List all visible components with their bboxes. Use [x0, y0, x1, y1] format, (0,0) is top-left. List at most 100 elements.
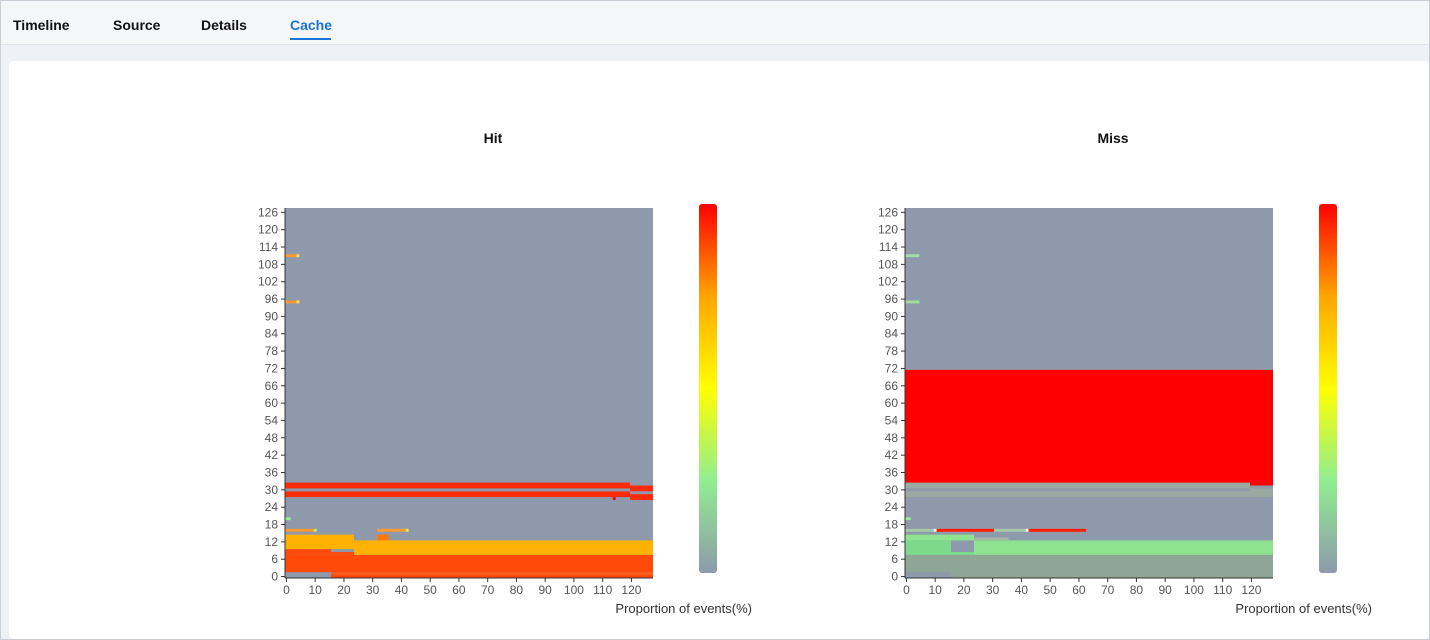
- hit-y-tick-label: 96: [265, 292, 279, 306]
- miss-x-tick-label: 100: [1184, 583, 1204, 597]
- miss-y-tick-label: 18: [885, 518, 899, 532]
- hit-heatmap-cell: [630, 485, 653, 492]
- hit-y-tick-label: 48: [265, 431, 279, 445]
- miss-y-tick-label: 60: [885, 396, 899, 410]
- tab-cache[interactable]: Cache: [290, 17, 333, 33]
- hit-heatmap-cell: [331, 572, 653, 576]
- miss-y-tick-label: 96: [885, 292, 899, 306]
- tab-bar: Timeline Source Details Cache: [1, 1, 1429, 45]
- miss-heatmap-cell: [1250, 369, 1273, 486]
- miss-y-tick-label: 120: [878, 223, 898, 237]
- miss-x-axis-label: Proportion of events(%): [1235, 601, 1372, 616]
- miss-heatmap-cell: [905, 534, 974, 541]
- hit-y-tick-label: 6: [271, 552, 278, 566]
- hit-heatmap-cell: [296, 300, 300, 304]
- hit-heatmap-cell: [285, 254, 297, 258]
- hit-x-tick-label: 20: [337, 583, 351, 597]
- miss-y-tick-label: 84: [885, 327, 899, 341]
- miss-heatmap-cell: [905, 254, 917, 258]
- hit-heatmap-cell: [285, 488, 630, 492]
- hit-x-axis-label: Proportion of events(%): [615, 601, 752, 616]
- hit-x-tick-label: 70: [481, 583, 495, 597]
- miss-heatmap-cell: [1025, 528, 1029, 532]
- miss-y-tick-label: 6: [891, 552, 898, 566]
- hit-plot-background: [285, 208, 653, 578]
- miss-heatmap-cell: [905, 572, 951, 578]
- hit-heatmap-cell: [285, 549, 331, 555]
- tab-timeline[interactable]: Timeline: [13, 17, 70, 33]
- miss-heatmap-cell: [974, 537, 1009, 541]
- hit-y-tick-label: 54: [265, 413, 279, 427]
- hit-x-tick-label: 60: [452, 583, 466, 597]
- hit-y-tick-label: 0: [271, 570, 278, 584]
- miss-x-tick-label: 50: [1044, 583, 1058, 597]
- miss-heatmap-cell: [951, 572, 1273, 578]
- miss-y-tick-label: 72: [885, 361, 899, 375]
- hit-y-tick-label: 78: [265, 344, 279, 358]
- hit-heatmap-cell: [331, 575, 653, 578]
- hit-heatmap-cell: [285, 540, 653, 550]
- hit-y-tick-label: 114: [259, 240, 278, 254]
- hit-x-tick-label: 40: [395, 583, 409, 597]
- hit-y-tick-label: 24: [265, 500, 279, 514]
- miss-y-tick-label: 66: [885, 379, 899, 393]
- hit-y-tick-label: 72: [265, 361, 279, 375]
- hit-heatmap-cell: [285, 491, 630, 498]
- miss-heatmap-cell: [905, 488, 1250, 492]
- miss-y-tick-label: 24: [885, 500, 899, 514]
- miss-y-tick-label: 36: [885, 465, 899, 479]
- hit-y-tick-label: 120: [258, 223, 278, 237]
- miss-visual-map-bar: [1319, 204, 1337, 573]
- miss-heatmap-cell: [916, 254, 920, 258]
- tab-source[interactable]: Source: [113, 17, 161, 33]
- miss-heatmap-cell: [905, 540, 951, 555]
- heatmap-charts: 0612182430364248546066727884909610210811…: [258, 204, 1372, 616]
- miss-chart-title: Miss: [1097, 130, 1129, 146]
- hit-heatmap-cell: [285, 572, 331, 578]
- hit-x-tick-label: 50: [424, 583, 438, 597]
- hit-x-tick-label: 10: [309, 583, 323, 597]
- miss-x-tick-label: 110: [1213, 583, 1232, 597]
- active-tab-indicator: [290, 38, 331, 40]
- miss-y-tick-label: 78: [885, 344, 899, 358]
- tab-details[interactable]: Details: [201, 17, 247, 33]
- miss-y-tick-label: 42: [885, 448, 899, 462]
- hit-heatmap-cell: [285, 517, 291, 521]
- hit-x-tick-label: 90: [539, 583, 553, 597]
- miss-y-tick-label: 0: [891, 570, 898, 584]
- miss-x-tick-label: 30: [986, 583, 1000, 597]
- miss-x-tick-label: 40: [1015, 583, 1029, 597]
- miss-y-tick-label: 54: [885, 413, 899, 427]
- miss-x-tick-label: 60: [1072, 583, 1086, 597]
- hit-heatmap-cell: [285, 554, 653, 573]
- miss-heatmap-cell: [974, 540, 1273, 555]
- hit-y-tick-label: 108: [258, 257, 278, 271]
- hit-heatmap-cell: [405, 528, 409, 532]
- hit-heatmap-cell: [313, 528, 317, 532]
- miss-heatmap-cell: [994, 528, 1026, 532]
- miss-x-tick-label: 0: [903, 583, 910, 597]
- miss-x-tick-label: 10: [929, 583, 943, 597]
- hit-heatmap-cell: [285, 482, 630, 489]
- hit-y-tick-label: 36: [265, 465, 279, 479]
- miss-heatmap-cell: [916, 300, 920, 304]
- hit-heatmap-cell: [331, 549, 354, 552]
- hit-y-tick-label: 84: [265, 327, 279, 341]
- miss-heatmap-cell: [1028, 528, 1087, 532]
- miss-heatmap-cell: [936, 528, 995, 532]
- miss-heatmap-cell: [905, 554, 1273, 573]
- miss-heatmap-cell: [905, 300, 917, 304]
- miss-y-tick-label: 126: [878, 205, 898, 219]
- miss-x-tick-label: 70: [1101, 583, 1115, 597]
- hit-x-tick-label: 30: [366, 583, 380, 597]
- miss-y-tick-label: 90: [885, 309, 899, 323]
- miss-heatmap-cell: [1250, 488, 1273, 498]
- hit-y-tick-label: 18: [265, 518, 279, 532]
- hit-heatmap-cell: [285, 300, 297, 304]
- miss-x-tick-label: 80: [1130, 583, 1144, 597]
- hit-heatmap-cell: [331, 551, 354, 555]
- hit-heatmap-cell: [630, 494, 653, 500]
- hit-heatmap-cell: [296, 254, 300, 258]
- hit-heatmap-cell: [377, 528, 406, 532]
- hit-y-tick-label: 12: [265, 535, 279, 549]
